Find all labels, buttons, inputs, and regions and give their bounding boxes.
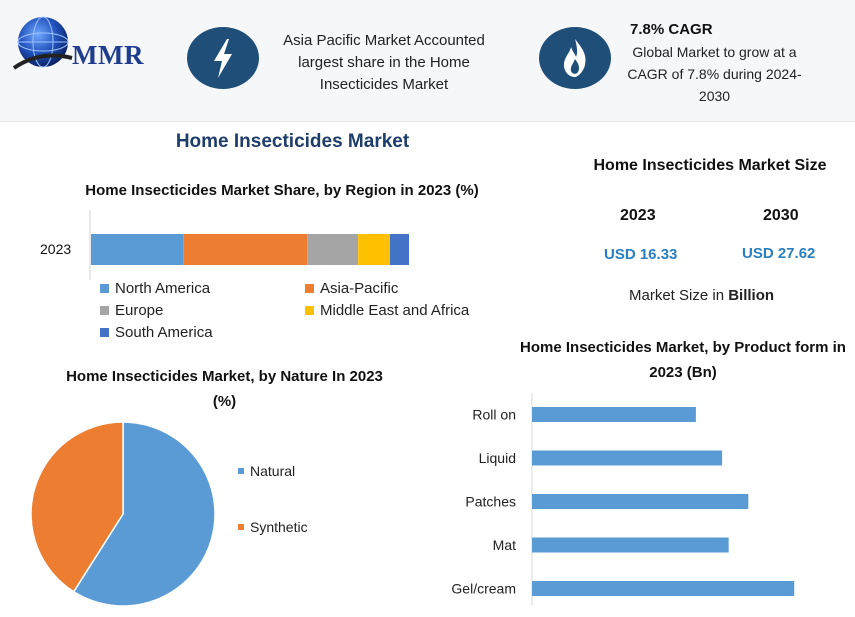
pie-slice-natural xyxy=(72,421,216,607)
legend-swatch xyxy=(238,524,244,530)
legend-item-natural: Natural xyxy=(238,463,295,479)
region-share-chart: 2023 xyxy=(40,210,409,280)
pie-slice-synthetic xyxy=(30,421,124,593)
market-size-value-2030: USD 27.62 xyxy=(742,245,816,262)
legend-item-south-america: South America xyxy=(100,324,213,341)
legend-item-north-america: North America xyxy=(100,280,210,297)
legend-swatch xyxy=(305,306,314,315)
legend-swatch xyxy=(305,284,314,293)
product-category-label: Mat xyxy=(493,537,516,553)
legend-label: South America xyxy=(115,324,213,341)
region-bar-north-america xyxy=(91,234,184,265)
legend-swatch xyxy=(100,306,109,315)
mmr-logo: MMR xyxy=(10,10,170,80)
product-chart-title: Home Insecticides Market, by Product for… xyxy=(520,339,846,381)
legend-label: Natural xyxy=(250,463,296,479)
market-size-title: Home Insecticides Market Size xyxy=(593,157,827,174)
legend-label: Asia-Pacific xyxy=(320,280,399,297)
page-title: Home Insecticides Market xyxy=(175,131,410,152)
legend-swatch xyxy=(238,468,244,474)
region-category-label: 2023 xyxy=(40,241,71,257)
market-size-note-prefix: Market Size in xyxy=(629,287,729,304)
product-category-label: Patches xyxy=(465,494,516,510)
legend-item-europe: Europe xyxy=(100,302,163,319)
cagr-title: 7.8% CAGR xyxy=(630,21,713,38)
legend-item-asia-pacific: Asia-Pacific xyxy=(305,280,398,297)
lightning-icon xyxy=(187,27,259,89)
globe-icon xyxy=(12,16,73,70)
product-bar-liquid xyxy=(532,450,723,466)
legend-label: Europe xyxy=(115,302,164,319)
market-size-unit-note: Market Size in Billion xyxy=(629,287,774,304)
logo-text: MMR xyxy=(72,40,144,70)
flame-icon xyxy=(539,27,611,89)
nature-pie-chart xyxy=(30,421,216,607)
region-bar-asia-pacific xyxy=(183,234,308,265)
highlight-asia-pacific: Asia Pacific Market Accounted largest sh… xyxy=(283,32,485,93)
legend-item-synthetic: Synthetic xyxy=(238,519,308,535)
legend-label: North America xyxy=(115,280,211,297)
region-bar-south-america xyxy=(389,234,409,265)
product-bar-mat xyxy=(532,537,729,553)
legend-label: Synthetic xyxy=(250,519,308,535)
product-category-label: Liquid xyxy=(479,450,516,466)
legend-item-middle-east-and-africa: Middle East and Africa xyxy=(305,302,469,319)
market-size-year-2030: 2030 xyxy=(763,207,799,224)
header-band: MMR Asia Pacific Market Accounted larges… xyxy=(0,0,855,122)
product-category-label: Roll on xyxy=(472,407,516,423)
market-size-value-2023: USD 16.33 xyxy=(604,246,678,263)
product-bar-gel-cream xyxy=(532,581,795,596)
legend-label: Middle East and Africa xyxy=(320,302,470,319)
region-bar-middle-east-and-africa xyxy=(358,234,390,265)
nature-chart-title: Home Insecticides Market, by Nature In 2… xyxy=(66,368,383,410)
product-form-chart: Roll on Liquid Patches Mat Gel/cream xyxy=(451,393,795,605)
legend-swatch xyxy=(100,328,109,337)
product-bar-roll-on xyxy=(532,407,696,422)
product-bar-patches xyxy=(532,494,749,509)
product-category-label: Gel/cream xyxy=(451,581,516,597)
region-bar-europe xyxy=(307,234,359,265)
region-chart-title: Home Insecticides Market Share, by Regio… xyxy=(85,182,479,199)
cagr-description: Global Market to grow at a CAGR of 7.8% … xyxy=(627,44,802,104)
market-size-note-unit: Billion xyxy=(728,287,775,304)
legend-swatch xyxy=(100,284,109,293)
market-size-year-2023: 2023 xyxy=(620,207,656,224)
